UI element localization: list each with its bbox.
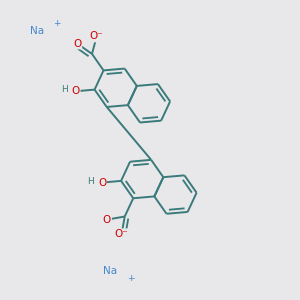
Text: H: H (61, 85, 68, 94)
Text: O: O (71, 86, 80, 96)
Text: +: + (127, 274, 135, 284)
Text: Na: Na (103, 266, 117, 276)
Text: O: O (103, 214, 111, 225)
Text: Na: Na (30, 26, 44, 36)
Text: O⁻: O⁻ (115, 229, 128, 239)
Text: H: H (88, 177, 94, 186)
Text: O: O (73, 39, 81, 49)
Text: O⁻: O⁻ (90, 32, 104, 41)
Text: +: + (53, 20, 61, 28)
Text: O: O (98, 178, 106, 188)
